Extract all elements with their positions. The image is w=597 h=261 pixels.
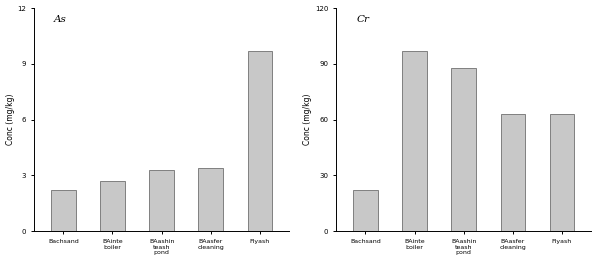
Text: As: As [54,15,67,24]
Bar [353,190,378,231]
Bar [149,170,174,231]
Bar [248,51,272,231]
Text: Cr: Cr [356,15,370,24]
Bar [198,168,223,231]
Bar [451,68,476,231]
Bar [550,114,574,231]
Bar [402,51,427,231]
Bar [500,114,525,231]
Y-axis label: Conc (mg/kg): Conc (mg/kg) [303,94,312,145]
Y-axis label: Conc (mg/kg): Conc (mg/kg) [5,94,14,145]
Bar [51,190,76,231]
Bar [100,181,125,231]
